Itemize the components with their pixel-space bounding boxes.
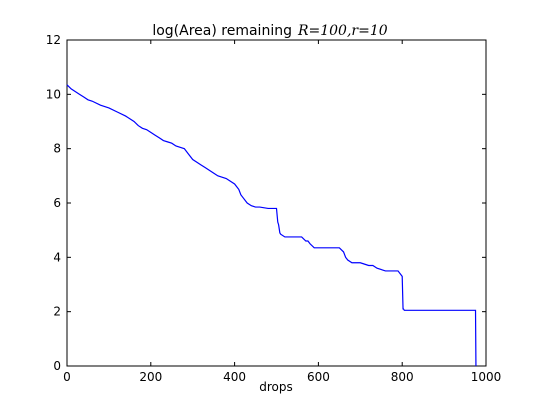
x-axis-label: drops xyxy=(259,380,293,394)
chart-title-math: R=100,r=10 xyxy=(297,23,388,39)
series-line xyxy=(66,84,477,367)
x-tick-label-4: 800 xyxy=(391,370,414,384)
chart-title-text: log(Area) remaining xyxy=(152,23,292,39)
plot-area: 0 200 400 600 800 1000 0 2 4 6 8 10 12 xyxy=(46,33,502,384)
y-tick-label-6: 12 xyxy=(46,33,61,47)
x-tick-label-5: 1000 xyxy=(471,370,502,384)
axis-tick-labels: 0 200 400 600 800 1000 0 2 4 6 8 10 12 xyxy=(46,33,502,384)
y-tick-label-2: 4 xyxy=(53,250,61,264)
y-tick-label-0: 0 xyxy=(53,359,61,373)
x-tick-label-1: 200 xyxy=(139,370,162,384)
x-tick-label-3: 600 xyxy=(307,370,330,384)
y-tick-label-1: 2 xyxy=(53,305,61,319)
x-tick-label-0: 0 xyxy=(63,370,71,384)
chart-title: log(Area) remaining R=100,r=10 xyxy=(152,23,387,39)
x-tick-label-2: 400 xyxy=(223,370,246,384)
y-tick-label-3: 6 xyxy=(53,196,61,210)
plot-frame xyxy=(66,39,487,367)
axis-ticks xyxy=(66,39,487,367)
y-tick-label-5: 10 xyxy=(46,87,61,101)
y-tick-label-4: 8 xyxy=(53,142,61,156)
